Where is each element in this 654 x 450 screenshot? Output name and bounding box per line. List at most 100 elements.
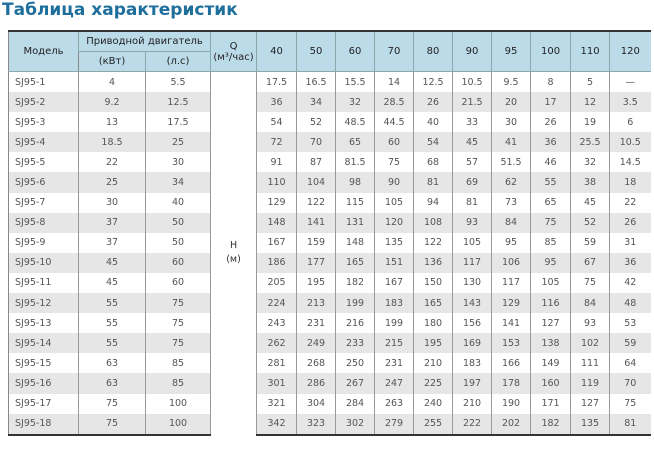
head-cell: 38: [570, 172, 610, 193]
head-cell: 34: [296, 92, 336, 113]
model-cell: SJ95-16: [8, 373, 79, 394]
head-cell: 57: [452, 152, 492, 173]
table-row: SJ95-15 63 85 281 268 250 231 210 183 166 149 111 64: [8, 353, 651, 374]
head-cell: 6: [609, 112, 651, 133]
head-cell: 149: [530, 353, 571, 374]
head-cell: 105: [452, 232, 492, 253]
head-cell: 150: [413, 272, 453, 294]
head-cell: 250: [335, 353, 375, 374]
header-flow: 110: [570, 30, 610, 72]
kw-cell: 75: [78, 413, 146, 436]
head-cell: 267: [335, 373, 375, 394]
head-cell: 25.5: [570, 132, 610, 153]
model-cell: SJ95-9: [8, 232, 79, 253]
head-cell: 119: [570, 373, 610, 394]
model-cell: SJ95-4: [8, 132, 79, 153]
head-cell: 62: [491, 172, 531, 193]
head-cell: 55: [530, 172, 571, 193]
head-cell: 215: [374, 333, 414, 354]
head-cell: 131: [335, 212, 375, 233]
head-cell: 32: [570, 152, 610, 173]
head-cell: 15.5: [335, 71, 375, 93]
head-cell: 12.5: [413, 71, 453, 93]
head-cell: 36: [256, 92, 297, 113]
head-cell: 165: [335, 252, 375, 273]
table-row: SJ95-11 45 60 205 195 182 167 150 130 117 105 75 42: [8, 272, 651, 294]
head-cell: 105: [374, 192, 414, 213]
head-cell: 90: [374, 172, 414, 193]
head-cell: 68: [413, 152, 453, 173]
page-title: Таблица характеристик: [2, 0, 238, 20]
head-cell: 91: [256, 152, 297, 173]
header-model: Модель: [8, 30, 79, 72]
head-cell: 141: [296, 212, 336, 233]
head-cell: 54: [256, 112, 297, 133]
kw-cell: 63: [78, 353, 146, 374]
kw-cell: 45: [78, 272, 146, 294]
head-cell: 104: [296, 172, 336, 193]
head-cell: 75: [570, 272, 610, 294]
head-cell: 17.5: [256, 71, 297, 93]
kw-cell: 30: [78, 192, 146, 213]
head-cell: 159: [296, 232, 336, 253]
head-cell: 19: [570, 112, 610, 133]
header-flow: 90: [452, 30, 492, 72]
head-cell: 281: [256, 353, 297, 374]
hp-cell: 50: [144, 232, 211, 253]
h-label: H: [229, 240, 238, 252]
head-cell: 95: [530, 252, 571, 273]
head-cell: 18: [609, 172, 651, 193]
head-cell: 75: [609, 393, 651, 414]
head-cell: 70: [609, 373, 651, 394]
head-cell: 127: [570, 393, 610, 414]
head-cell: 36: [530, 132, 571, 153]
head-cell: 183: [374, 293, 414, 314]
head-cell: 87: [296, 152, 336, 173]
head-cell: 110: [256, 172, 297, 193]
head-cell: 183: [452, 353, 492, 374]
head-cell: 160: [530, 373, 571, 394]
head-cell: 26: [530, 112, 571, 133]
head-cell: 67: [570, 252, 610, 273]
head-cell: 22: [609, 192, 651, 213]
table-row: SJ95-13 55 75 243 231 216 199 180 156 141 127 93 53: [8, 313, 651, 334]
model-cell: SJ95-11: [8, 272, 79, 294]
head-cell: 165: [413, 293, 453, 314]
header-flow: 50: [296, 30, 336, 72]
hp-cell: 75: [144, 293, 211, 314]
head-cell: 143: [452, 293, 492, 314]
kw-cell: 18.5: [78, 132, 146, 153]
head-cell: 81: [413, 172, 453, 193]
head-cell: 117: [452, 252, 492, 273]
h-unit: (м): [226, 254, 241, 266]
head-cell: 64: [609, 353, 651, 374]
head-cell: 216: [335, 313, 375, 334]
head-cell: 31: [609, 232, 651, 253]
head-cell: 205: [256, 272, 297, 294]
model-cell: SJ95-5: [8, 152, 79, 173]
head-cell: 111: [570, 353, 610, 374]
head-cell: 210: [452, 393, 492, 414]
head-cell: 129: [491, 293, 531, 314]
head-cell: 52: [570, 212, 610, 233]
head-cell: 51.5: [491, 152, 531, 173]
kw-cell: 55: [78, 333, 146, 354]
table-row: SJ95-3 13 17.5 54 52 48.5 44.5 40 33 30 26 19 6: [8, 112, 651, 133]
head-cell: 148: [256, 212, 297, 233]
head-cell: 44.5: [374, 112, 414, 133]
model-cell: SJ95-2: [8, 92, 79, 113]
header-flow: 60: [335, 30, 375, 72]
hp-cell: 60: [144, 252, 211, 273]
head-cell: 141: [491, 313, 531, 334]
head-cell: 224: [256, 293, 297, 314]
head-cell: 302: [335, 413, 375, 436]
head-cell: 169: [452, 333, 492, 354]
head-cell: 182: [530, 413, 571, 436]
head-cell: 12: [570, 92, 610, 113]
head-cell: 178: [491, 373, 531, 394]
head-cell: 247: [374, 373, 414, 394]
head-cell: 41: [491, 132, 531, 153]
hp-cell: 75: [144, 313, 211, 334]
head-cell: 323: [296, 413, 336, 436]
head-cell: 10.5: [609, 132, 651, 153]
